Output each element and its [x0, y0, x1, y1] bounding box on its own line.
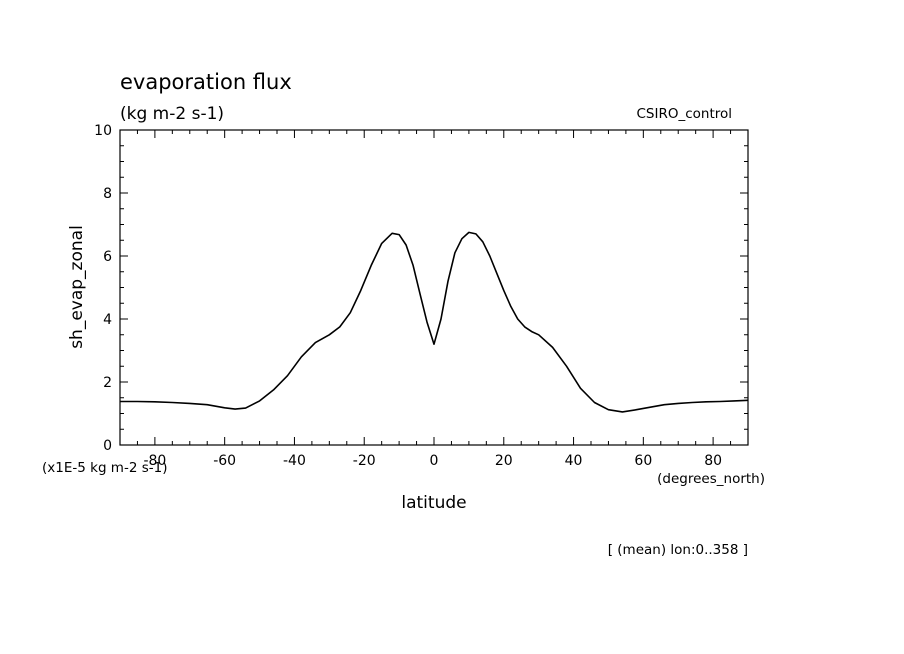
y-tick-label: 2	[103, 375, 112, 391]
x-tick-label: -60	[213, 453, 236, 469]
axis-ticks	[119, 129, 749, 446]
plot-area: -80 -60 -40 -20 0 20 40 60 80 0 2 4 6 8 10	[94, 123, 749, 469]
chart-title: evaporation flux	[120, 70, 292, 94]
series-line-evap	[120, 231, 749, 413]
y-axis-units: (x1E-5 kg m-2 s-1)	[42, 460, 167, 476]
x-tick-label: -40	[283, 453, 306, 469]
y-tick-label: 0	[103, 438, 112, 454]
y-axis-label: sh_evap_zonal	[67, 225, 87, 349]
y-tick-label: 4	[103, 312, 112, 328]
x-axis-units: (degrees_north)	[657, 471, 765, 487]
y-tick-label: 8	[103, 186, 112, 202]
x-tick-label: 0	[430, 453, 439, 469]
y-tick-labels: 0 2 4 6 8 10	[94, 123, 112, 454]
y-tick-label: 10	[94, 123, 112, 139]
dataset-label: CSIRO_control	[636, 106, 732, 122]
footnote: [ (mean) lon:0..358 ]	[608, 542, 748, 558]
x-tick-labels: -80 -60 -40 -20 0 20 40 60 80	[143, 453, 722, 469]
x-tick-label: 60	[634, 453, 652, 469]
x-tick-label: -20	[353, 453, 376, 469]
x-tick-label: 40	[565, 453, 583, 469]
y-tick-label: 6	[103, 249, 112, 265]
x-tick-label: -80	[143, 453, 166, 469]
chart-subtitle: (kg m-2 s-1)	[120, 104, 224, 124]
x-axis-label: latitude	[401, 493, 466, 513]
x-tick-label: 80	[704, 453, 722, 469]
x-tick-label: 20	[495, 453, 513, 469]
